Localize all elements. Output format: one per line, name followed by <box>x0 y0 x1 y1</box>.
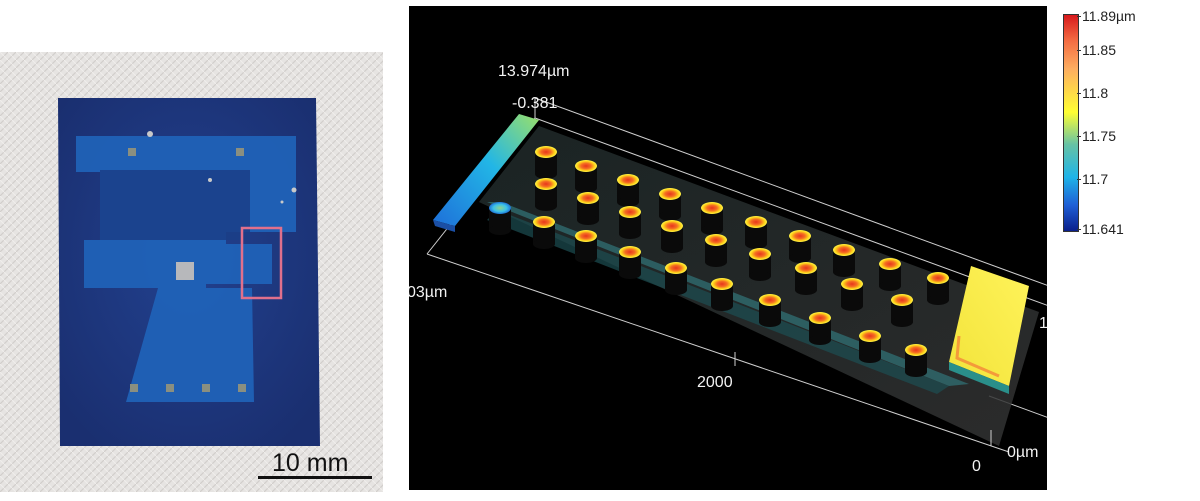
top-height-value: 13.974µm <box>498 63 570 80</box>
left-slab-edge <box>433 220 455 232</box>
pad <box>238 384 246 392</box>
edge-tick-label: 1 <box>1039 315 1047 332</box>
colorbar-tick <box>1077 136 1081 137</box>
origin-tick-label: 0 <box>972 458 981 475</box>
left-slab <box>433 114 539 226</box>
speck <box>147 131 153 137</box>
pad <box>166 384 174 392</box>
speck <box>280 200 284 204</box>
pad <box>130 384 138 392</box>
colorbar-label-max: 11.89µm <box>1082 8 1136 24</box>
pad <box>202 384 210 392</box>
sample-photo-drawing <box>0 52 383 492</box>
pillar-array <box>489 146 949 377</box>
scale-bar <box>258 476 372 479</box>
colorbar-tick <box>1077 50 1081 51</box>
colorbar-label-min: 11.641 <box>1082 221 1124 237</box>
colorbar-tick <box>1077 16 1081 17</box>
highlight-box <box>240 226 283 300</box>
sample-photo: 10 mm <box>0 52 383 492</box>
right-slab <box>949 266 1029 386</box>
x-axis-tick-label: 2000 <box>697 374 733 391</box>
top-sub-value: -0.381 <box>512 95 558 112</box>
right-slab-rim <box>955 335 1000 378</box>
colorbar-tick <box>1077 229 1081 230</box>
speck <box>208 178 212 182</box>
floor-plane <box>479 126 1039 446</box>
colorbar-label: 11.7 <box>1082 171 1109 187</box>
left-axis-label: 03µm <box>409 284 448 301</box>
profile-3d-drawing <box>426 97 1047 453</box>
right-slab-edge <box>949 362 1009 394</box>
scale-bar-label: 10 mm <box>272 449 349 477</box>
colorbar-label: 11.75 <box>1082 128 1116 144</box>
profile-3d-view: 13.974µm -0.381 03µm 2000 0 0µm 1 <box>409 6 1047 490</box>
right-axis-label: 0µm <box>1007 444 1039 461</box>
colorbar-label: 11.8 <box>1082 85 1109 101</box>
colorbar-tick <box>1077 179 1081 180</box>
speck <box>291 187 297 193</box>
pad <box>236 148 244 156</box>
height-colorbar <box>1063 14 1079 232</box>
colorbar-label: 11.85 <box>1082 42 1116 58</box>
pad <box>128 148 136 156</box>
electrode-gap <box>100 170 250 240</box>
colorbar-tick <box>1077 93 1081 94</box>
center-pad <box>176 262 194 280</box>
